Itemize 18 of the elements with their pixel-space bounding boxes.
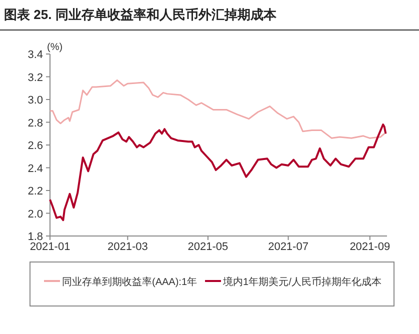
xtick: 2021-01 xyxy=(30,241,70,253)
ytick: 2.0 xyxy=(28,208,43,220)
ytick: 2.8 xyxy=(28,117,43,130)
ylabel: (%) xyxy=(47,42,63,53)
ytick: 2.4 xyxy=(28,162,43,175)
xtick: 2021-03 xyxy=(107,241,148,253)
title: 图表 25. 同业存单收益率和人民币外汇掉期成本 xyxy=(4,7,276,22)
ytick: 3.0 xyxy=(28,94,43,106)
ytick: 3.2 xyxy=(28,72,43,84)
legend-label: 境内1年期美元/人民币掉期年化成本 xyxy=(222,276,382,288)
legend-label: 同业存单到期收益率(AAA):1年 xyxy=(62,276,198,288)
xtick: 2021-07 xyxy=(268,241,308,253)
ytick: 2.6 xyxy=(28,140,43,152)
ytick: 2.2 xyxy=(28,186,43,198)
xtick: 2021-09 xyxy=(350,241,390,253)
xtick: 2021-05 xyxy=(188,241,228,253)
ytick: 1.8 xyxy=(28,231,43,243)
ytick: 3.4 xyxy=(28,49,43,61)
